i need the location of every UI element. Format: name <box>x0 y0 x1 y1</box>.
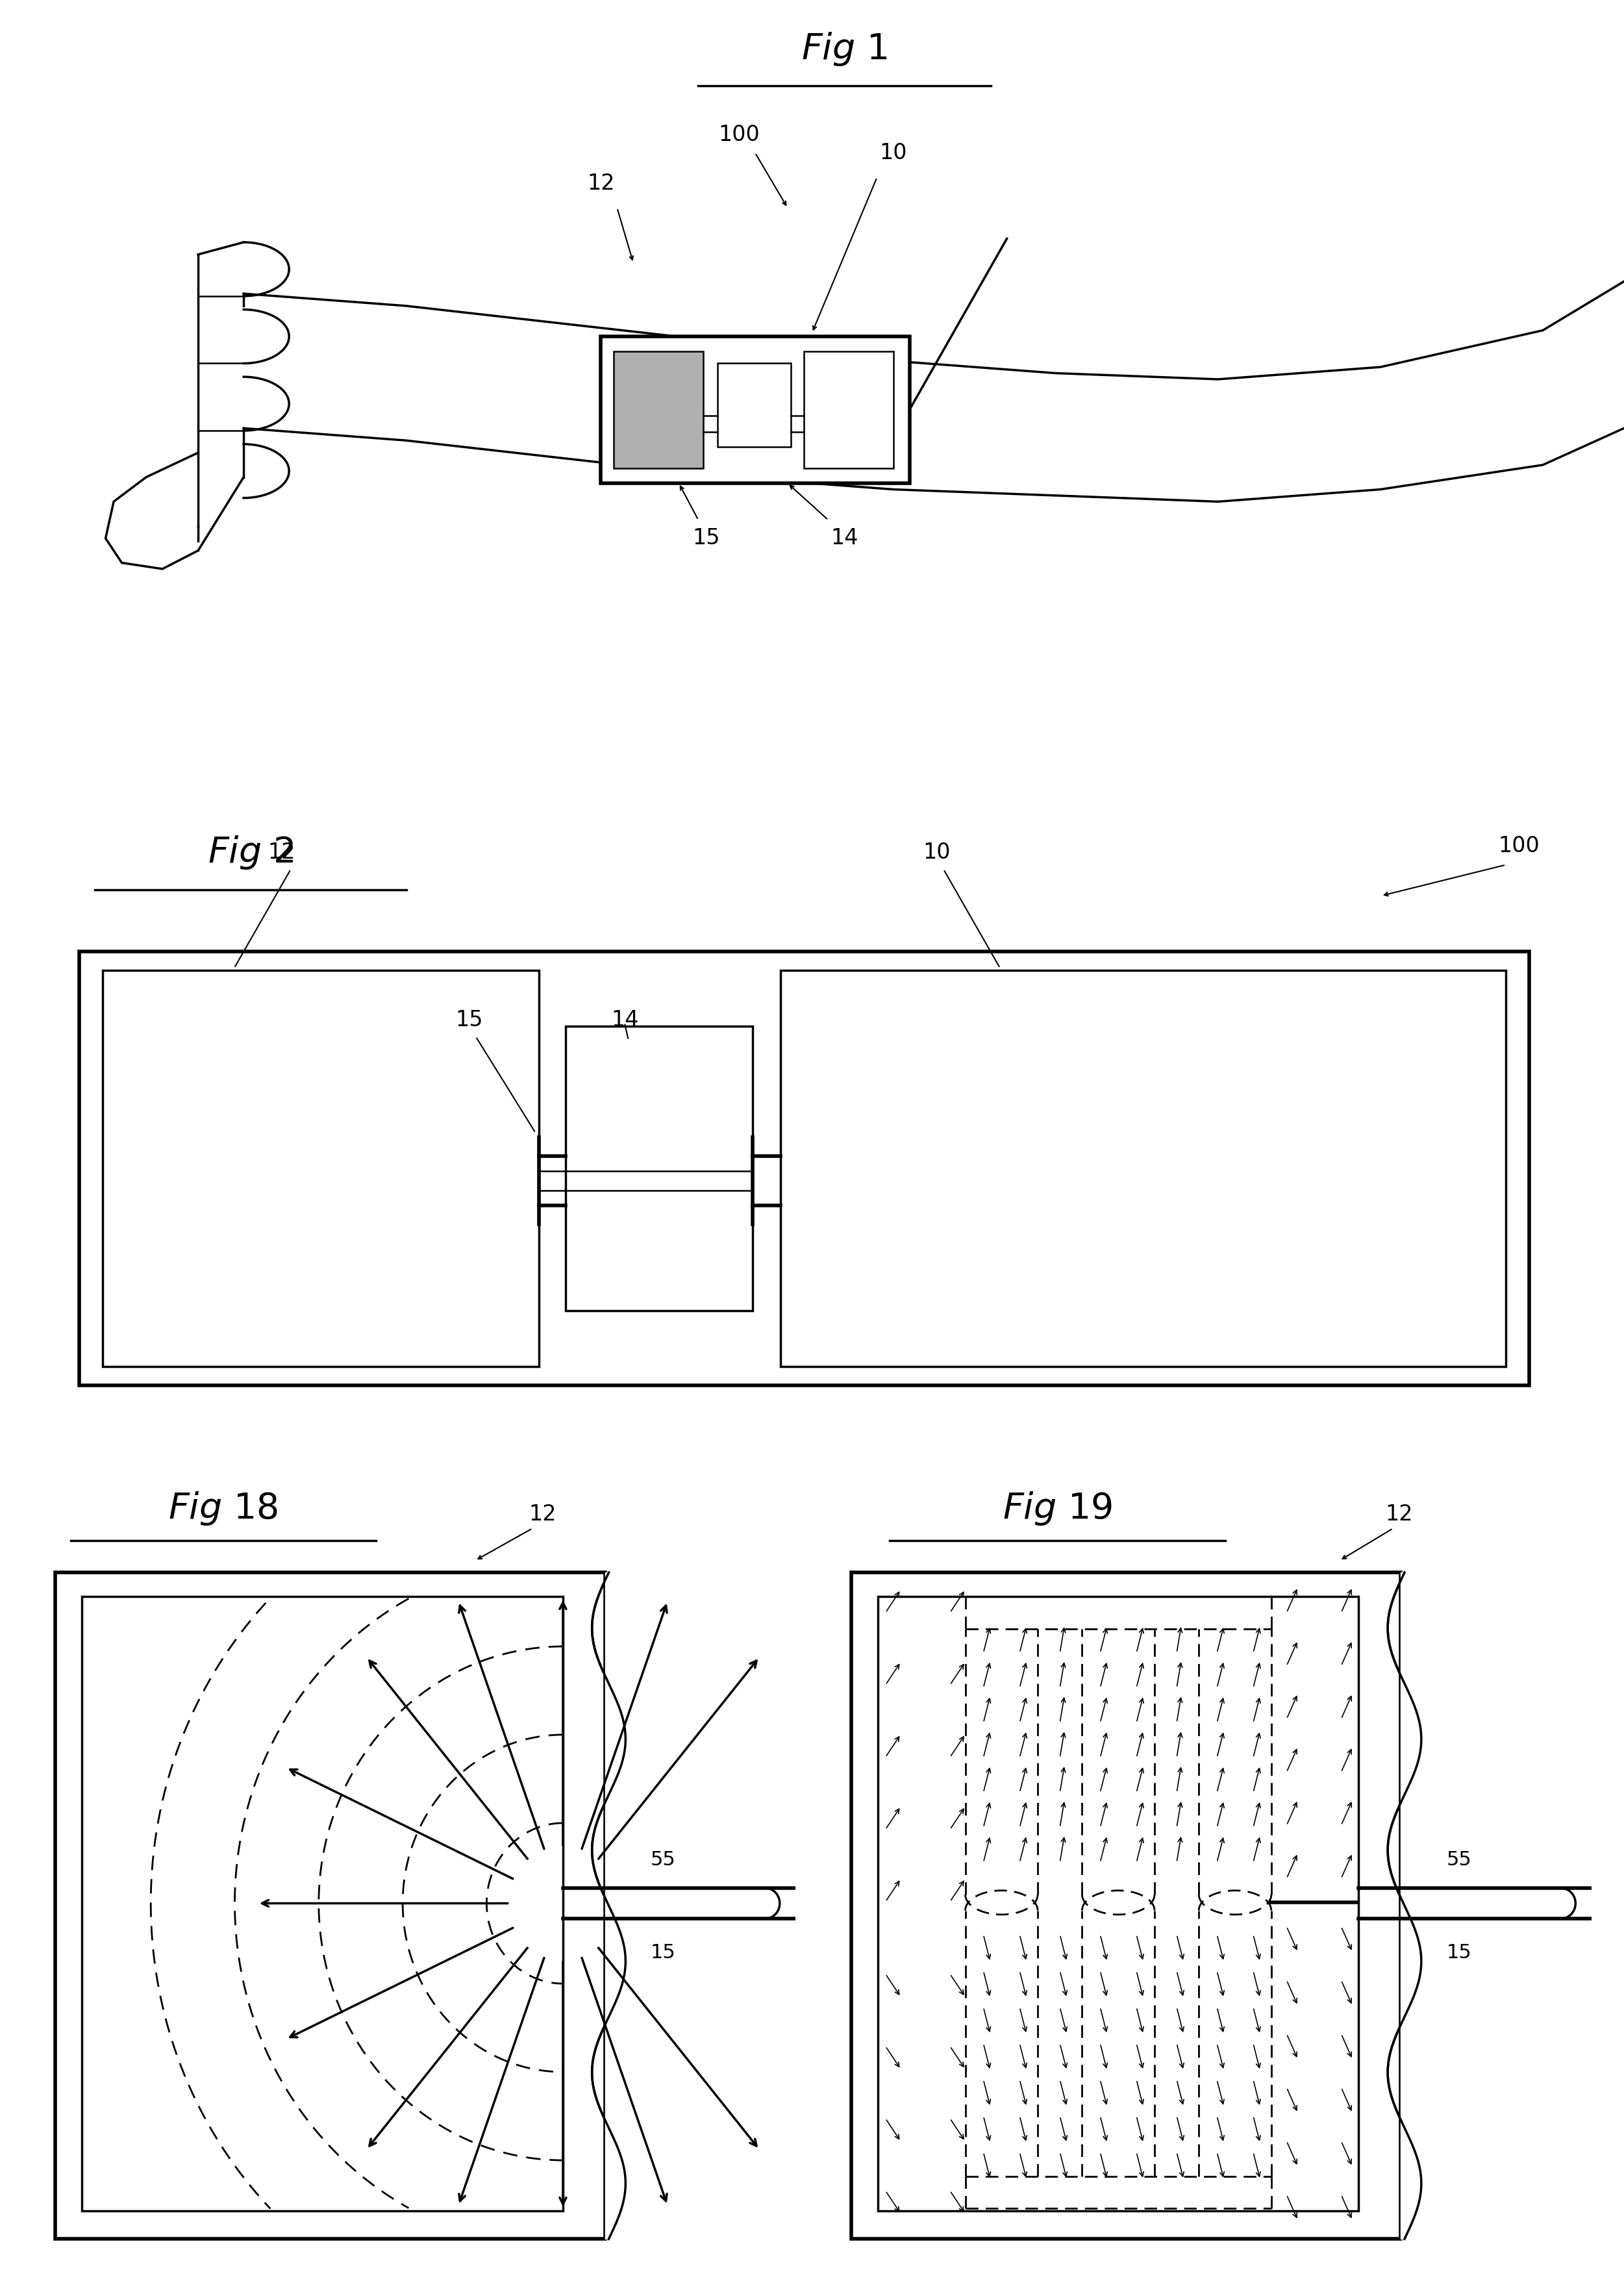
Bar <box>55 1574 604 2239</box>
Text: 15: 15 <box>693 528 719 548</box>
Bar <box>80 952 1530 1386</box>
Bar <box>879 1597 1359 2211</box>
Text: $\mathit{Fig\ 19}$: $\mathit{Fig\ 19}$ <box>1002 1489 1112 1528</box>
Text: 100: 100 <box>1497 835 1540 858</box>
Bar <box>781 970 1505 1367</box>
Text: 100: 100 <box>718 124 760 145</box>
Text: $\mathit{Fig\ 1}$: $\mathit{Fig\ 1}$ <box>801 30 888 67</box>
Bar <box>565 1025 754 1310</box>
Text: 12: 12 <box>586 172 615 195</box>
Bar <box>851 1574 1400 2239</box>
Bar <box>601 337 909 484</box>
Text: 14: 14 <box>611 1009 638 1030</box>
Text: 12: 12 <box>529 1503 557 1526</box>
Text: 15: 15 <box>651 1943 676 1961</box>
Text: 15: 15 <box>455 1009 482 1030</box>
Bar <box>804 351 893 468</box>
Text: $\mathit{Fig\ 2}$: $\mathit{Fig\ 2}$ <box>208 835 294 872</box>
Text: 15: 15 <box>1447 1943 1471 1961</box>
Text: 14: 14 <box>831 528 857 548</box>
Text: $\mathit{Fig\ 18}$: $\mathit{Fig\ 18}$ <box>169 1489 278 1528</box>
Bar <box>83 1597 564 2211</box>
Text: 12: 12 <box>268 842 296 863</box>
Text: 10: 10 <box>880 142 906 163</box>
Bar <box>614 351 703 468</box>
Text: 12: 12 <box>1385 1503 1413 1526</box>
Bar <box>965 1597 1272 1629</box>
Text: 55: 55 <box>1447 1851 1471 1870</box>
Bar <box>102 970 539 1367</box>
Text: 10: 10 <box>922 842 950 863</box>
Text: 55: 55 <box>651 1851 676 1870</box>
Bar <box>718 362 791 447</box>
